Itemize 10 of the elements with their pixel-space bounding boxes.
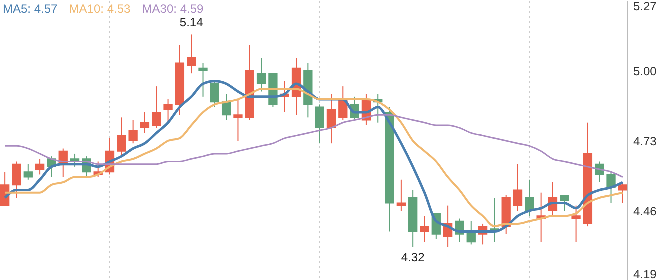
text: MA10: 4.53 xyxy=(69,2,131,16)
annotation: 4.32 xyxy=(401,250,426,264)
y-tick-label: 4.73 xyxy=(634,134,658,148)
y-tick-label: 4.46 xyxy=(634,204,658,218)
y-tick-label: 4.19 xyxy=(634,268,658,280)
y-tick-label: 5.27 xyxy=(634,0,658,14)
text: MA30: 4.59 xyxy=(142,2,204,16)
annotation: 5.14 xyxy=(180,16,204,30)
y-tick-label: 5.00 xyxy=(634,64,658,78)
text: MA5: 4.57 xyxy=(3,2,58,16)
